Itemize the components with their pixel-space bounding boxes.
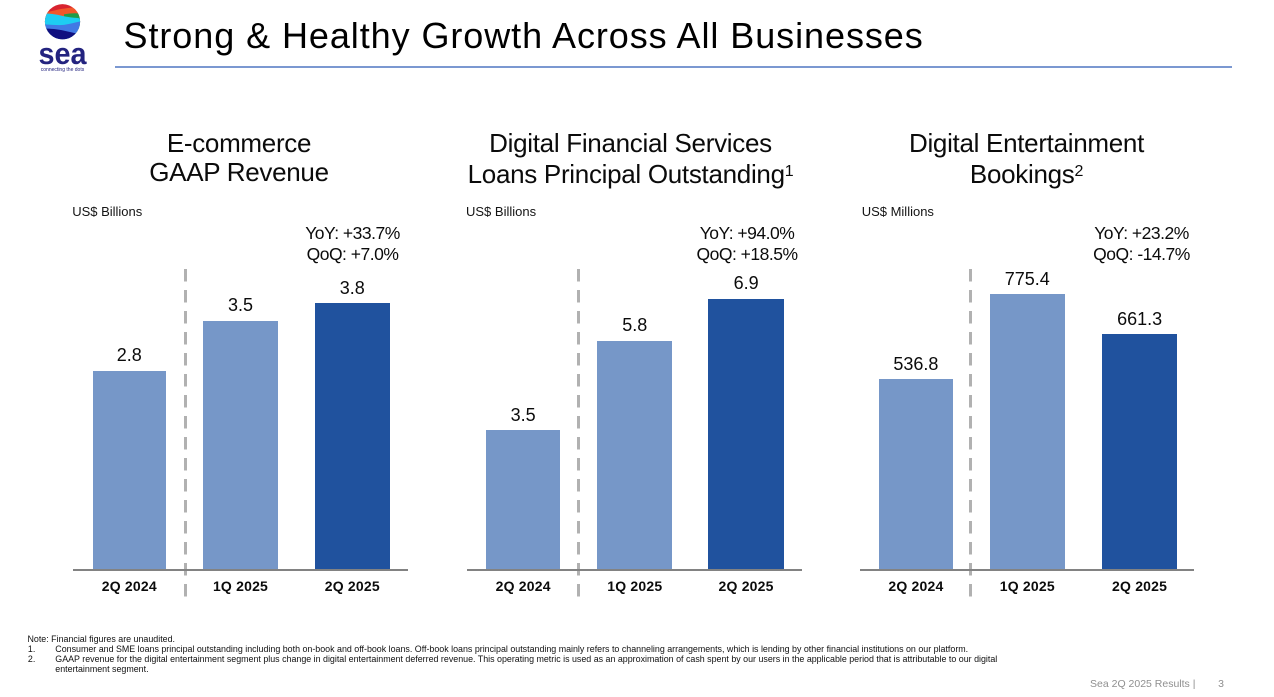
svg-text:connecting the dots: connecting the dots bbox=[41, 67, 85, 73]
svg-text:sea: sea bbox=[39, 36, 88, 71]
